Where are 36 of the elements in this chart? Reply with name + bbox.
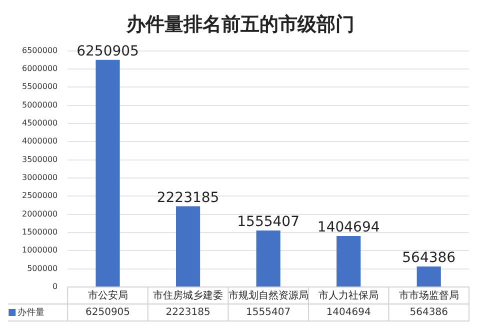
y-tick-label: 5500000 [22, 82, 58, 92]
y-tick-label: 4000000 [22, 136, 58, 146]
y-tick-label: 2000000 [22, 209, 58, 218]
x-tick-label: 市市场监督局 [398, 290, 459, 302]
y-tick-label: 4500000 [22, 118, 58, 128]
bar [176, 206, 200, 286]
x-tick-label: 市人力社保局 [318, 290, 379, 302]
data-label: 1555407 [237, 214, 300, 230]
bar [416, 266, 441, 286]
y-tick-label: 500000 [27, 264, 58, 273]
y-tick-label: 1500000 [22, 228, 58, 237]
chart-title: 办件量排名前五的市级部门 [126, 13, 354, 36]
data-label: 2223185 [156, 190, 220, 206]
x-tick-label: 市规划自然资源局 [228, 290, 308, 302]
text: 1404694 [326, 307, 371, 318]
data-label: 6250905 [76, 43, 139, 60]
y-tick-label: 3000000 [22, 173, 58, 182]
bar [336, 236, 361, 286]
text: 2223185 [166, 307, 210, 318]
y-tick-label: 5000000 [22, 100, 58, 110]
y-tick-label: 0 [52, 282, 58, 292]
y-tick-label: 1000000 [22, 246, 58, 255]
x-tick-label: 市住房城乡建委 [153, 290, 224, 302]
x-tick-label: 市公安局 [88, 290, 128, 302]
legend-label: 办件量 [18, 306, 45, 318]
y-tick-label: 3500000 [22, 154, 58, 164]
bar [256, 230, 280, 286]
bar [96, 60, 120, 286]
text: 564386 [410, 307, 448, 318]
text: 6250905 [85, 307, 130, 318]
data-label: 564386 [402, 250, 456, 266]
text: 1555407 [246, 307, 291, 318]
y-tick-label: 6000000 [22, 64, 58, 74]
y-tick-label: 2500000 [22, 191, 58, 200]
y-tick-label: 6500000 [22, 46, 58, 55]
data-label: 1404694 [317, 220, 380, 236]
